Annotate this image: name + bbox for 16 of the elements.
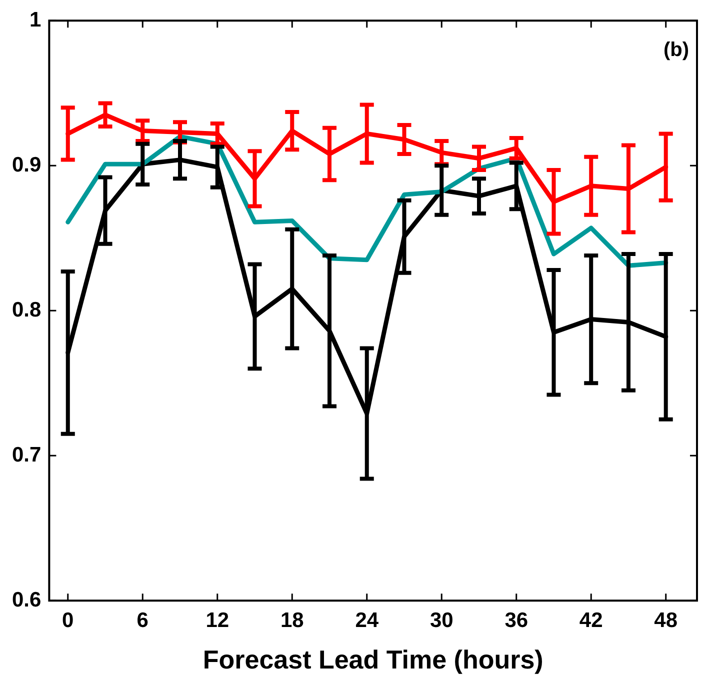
x-tick-label: 30 [430,608,454,632]
y-tick-label: 1 [30,8,42,32]
x-tick-label: 18 [280,608,304,632]
y-tick-label: 0.8 [12,298,42,322]
x-tick-label: 0 [62,608,74,632]
x-tick-label: 48 [654,608,678,632]
y-tick-label: 0.6 [12,588,42,612]
x-tick-label: 6 [136,608,148,632]
y-tick-label: 0.9 [12,153,42,176]
x-tick-label: 12 [206,608,230,632]
x-tick-label: 42 [579,608,603,632]
x-tick-label: 24 [355,608,379,632]
y-tick-label: 0.7 [12,443,42,466]
x-tick-label: 36 [504,608,528,632]
x-axis-title: Forecast Lead Time (hours) [202,644,544,675]
annotation: (b) [663,39,689,62]
